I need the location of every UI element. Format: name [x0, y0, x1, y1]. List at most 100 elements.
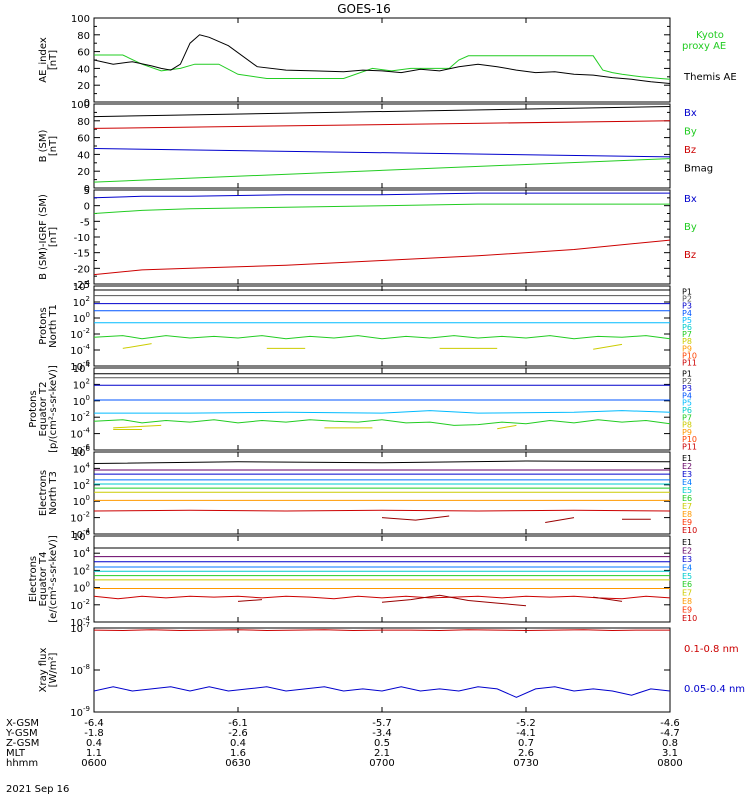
legend-entry: E8 — [682, 597, 692, 606]
time-axis-value: 0700 — [369, 758, 394, 769]
legend-entry: E7 — [682, 589, 692, 598]
legend-entry: P4 — [682, 309, 692, 318]
legend-entry: P1 — [682, 370, 692, 379]
legend-entry: E6 — [682, 494, 692, 503]
legend-entry: E5 — [682, 572, 692, 581]
legend-entry: Themis AE — [683, 72, 737, 83]
y-tick-label: 102 — [73, 563, 90, 577]
y-tick-exponent: 0 — [86, 494, 90, 502]
y-tick-label: 10-2 — [70, 410, 90, 424]
legend-entry: P7 — [682, 413, 692, 422]
time-axis-value: 1.1 — [86, 748, 102, 759]
legend-entry: proxy AE — [682, 41, 726, 52]
series-line — [94, 120, 670, 129]
time-axis-value: -2.6 — [228, 728, 248, 739]
y-tick-label: 60 — [77, 48, 90, 59]
y-tick-exponent: -2 — [83, 410, 90, 418]
legend-entry: P3 — [682, 384, 692, 393]
series-line — [94, 595, 670, 600]
y-tick-label: -10 — [74, 233, 90, 244]
y-tick-label: 10-9 — [70, 705, 90, 719]
y-axis-label: B (SM)-IGRF (SM)[nT] — [38, 194, 59, 280]
legend-entry: E7 — [682, 502, 692, 511]
y-tick-label: 102 — [73, 377, 90, 391]
y-tick-exponent: -2 — [83, 511, 90, 519]
y-tick-label: 10-7 — [70, 621, 90, 635]
legend-entry: Bz — [684, 145, 696, 156]
legend-entry: Kyoto — [696, 30, 724, 41]
series-group — [94, 547, 670, 607]
y-tick-label: 20 — [77, 167, 90, 178]
series-line — [94, 192, 670, 199]
legend-entry: E1 — [682, 538, 692, 547]
legend-entry: E8 — [682, 510, 692, 519]
y-tick-label: 104 — [73, 361, 91, 375]
legend-entry: P2 — [682, 377, 692, 386]
y-tick-label: 10-4 — [70, 427, 90, 441]
legend-entry: P6 — [682, 323, 692, 332]
panel-frame — [93, 535, 671, 623]
legend-entry: 0.05-0.4 nm — [684, 684, 745, 695]
y-tick-label: 102 — [73, 295, 90, 309]
y-axis-label: B (SM)[nT] — [38, 129, 59, 162]
series-line — [94, 410, 670, 414]
y-tick-exponent: -2 — [83, 327, 90, 335]
legend-entry: P4 — [682, 391, 692, 400]
legend-entry: P7 — [682, 330, 692, 339]
y-tick-label: 40 — [77, 150, 90, 161]
y-tick-exponent: 2 — [86, 295, 90, 303]
time-axis-value: 0600 — [81, 758, 106, 769]
y-tick-exponent: 0 — [86, 311, 90, 319]
panel-frame — [93, 367, 671, 451]
y-tick-label: 102 — [73, 478, 90, 492]
y-tick-label: 40 — [77, 64, 90, 75]
legend-entry: P9 — [682, 344, 692, 353]
time-axis-value: 0800 — [657, 758, 682, 769]
time-axis-value: 0730 — [513, 758, 538, 769]
y-axis-label-line: [p/(cm²-s-sr-keV)] — [48, 365, 59, 453]
series-line — [94, 335, 670, 340]
legend-entry: P10 — [682, 351, 697, 360]
series-group — [94, 106, 670, 183]
legend-entry: E9 — [682, 518, 692, 527]
y-tick-label: -25 — [74, 280, 90, 291]
legend-entry: P11 — [682, 358, 697, 367]
y-axis-label-line: [nT] — [48, 227, 59, 247]
panel-8: 10-7 10-8 10-9 Xray flux[W/m²] 0.1-0.8 nm 0.0… — [38, 621, 745, 719]
series-group — [94, 460, 670, 523]
y-tick-exponent: -4 — [83, 427, 91, 435]
y-axis-label: ProtonsEquator T2[p/(cm²-s-sr-keV)] — [28, 365, 59, 453]
y-tick-exponent: 2 — [86, 478, 90, 486]
series-line — [593, 596, 623, 602]
legend-entry: E3 — [682, 470, 692, 479]
series-line — [545, 517, 575, 523]
y-tick-label: -5 — [80, 217, 90, 228]
time-axis-value: -3.4 — [372, 728, 392, 739]
y-axis-label-line: B (SM) — [38, 129, 49, 162]
legend-entry: E10 — [682, 526, 697, 535]
series-line — [94, 106, 670, 118]
y-tick-label: -20 — [74, 264, 90, 275]
series-line — [94, 54, 670, 80]
legend-entry: P5 — [682, 316, 692, 325]
time-axis-row-label: Y-GSM — [5, 728, 38, 739]
series-line — [122, 343, 152, 349]
panel-frame — [93, 627, 671, 713]
panel-2: 0 20 40 60 80 100 B (SM)[nT] Bx By Bz Bmag — [38, 100, 713, 195]
y-tick-label: 80 — [77, 117, 90, 128]
legend-entry: E2 — [682, 547, 692, 556]
time-axis-value: 0.4 — [230, 738, 246, 749]
legend-entry: P6 — [682, 406, 692, 415]
series-group — [94, 34, 670, 84]
y-tick-label: 100 — [71, 100, 90, 111]
time-axis-row-label: hhmm — [6, 758, 38, 769]
panel-frame — [93, 17, 671, 103]
panel-frame — [93, 285, 671, 367]
time-axis-value: 0.7 — [518, 738, 534, 749]
series-group — [94, 192, 670, 276]
panel-frame — [93, 103, 671, 189]
y-tick-exponent: 2 — [86, 563, 90, 571]
